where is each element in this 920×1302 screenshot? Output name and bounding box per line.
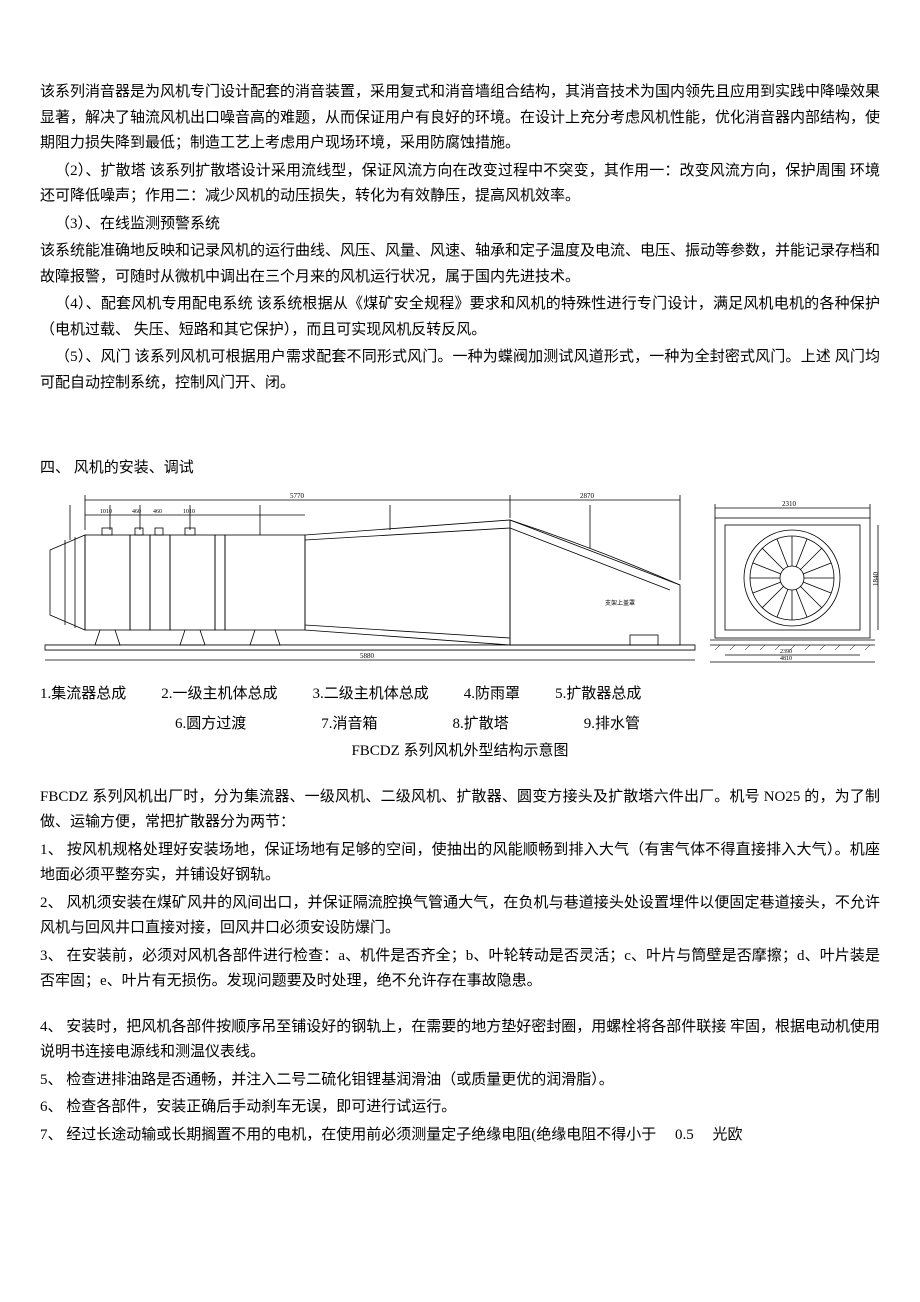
body-para-7: 6、 检查各部件，安装正确后手动刹车无误，即可进行试运行。	[40, 1095, 880, 1121]
body-para-1: FBCDZ 系列风机出厂时，分为集流器、一级风机、二级风机、扩散器、圆变方接头及…	[40, 785, 880, 836]
svg-text:2310: 2310	[782, 500, 797, 508]
legend-item: 5.扩散器总成	[555, 682, 641, 708]
paragraph-3: （3）、在线监测预警系统	[40, 212, 880, 238]
body-para-5: 4、 安装时，把风机各部件按顺序吊至铺设好的钢轨上，在需要的地方垫好密封圈，用螺…	[40, 1015, 880, 1066]
legend-row-1: 1.集流器总成 2.一级主机体总成 3.二级主机体总成 4.防雨罩 5.扩散器总…	[40, 682, 880, 708]
svg-text:1840: 1840	[872, 571, 880, 586]
body-para-2: 1、 按风机规格处理好安装场地，保证场地有足够的空间，使抽出的风能顺畅到排入大气…	[40, 838, 880, 889]
svg-text:4810: 4810	[780, 656, 792, 662]
body-para-6: 5、 检查进排油路是否通畅，并注入二号二硫化钼锂基润滑油（或质量更优的润滑脂）。	[40, 1068, 880, 1094]
legend-item: 1.集流器总成	[40, 682, 126, 708]
paragraph-6: （5）、风门 该系列风机可根据用户需求配套不同形式风门。一种为蝶阀加测试风道形式…	[40, 345, 880, 396]
svg-text:460: 460	[153, 509, 162, 515]
paragraph-2: （2）、扩散塔 该系列扩散塔设计采用流线型，保证风流方向在改变过程中不突变，其作…	[40, 159, 880, 210]
svg-text:5770: 5770	[290, 492, 305, 500]
paragraph-5: （4）、配套风机专用配电系统 该系统根据从《煤矿安全规程》要求和风机的特殊性进行…	[40, 292, 880, 343]
body-para-4: 3、 在安装前，必须对风机各部件进行检查：a、机件是否齐全；b、叶轮转动是否灵活…	[40, 944, 880, 995]
body-para-3: 2、 风机须安装在煤矿风井的风间出口，并保证隔流腔换气管通大气，在负机与巷道接头…	[40, 891, 880, 942]
legend-item: 7.消音箱	[321, 712, 377, 738]
legend-item: 4.防雨罩	[464, 682, 520, 708]
paragraph-1: 该系列消音器是为风机专门设计配套的消音装置，采用复式和消音墙组合结构，其消音技术…	[40, 80, 880, 157]
svg-text:5880: 5880	[360, 652, 375, 660]
body-para-8: 7、 经过长途动输或长期搁置不用的电机，在使用前必须测量定子绝缘电阻(绝缘电阻不…	[40, 1123, 880, 1149]
svg-text:2390: 2390	[780, 649, 792, 655]
legend-row-2: 6.圆方过渡 7.消音箱 8.扩散塔 9.排水管	[175, 712, 880, 738]
paragraph-4: 该系统能准确地反映和记录风机的运行曲线、风压、风量、风速、轴承和定子温度及电流、…	[40, 239, 880, 290]
fan-diagram: 5770 2870 1010 460 460 1010 5880 支架上盖罩	[40, 490, 880, 675]
legend-item: 9.排水管	[584, 712, 640, 738]
legend-item: 6.圆方过渡	[175, 712, 246, 738]
svg-text:2870: 2870	[580, 492, 595, 500]
legend-item: 3.二级主机体总成	[313, 682, 429, 708]
legend-item: 8.扩散塔	[453, 712, 509, 738]
svg-text:支架上盖罩: 支架上盖罩	[605, 599, 635, 607]
fan-schematic-svg: 5770 2870 1010 460 460 1010 5880 支架上盖罩	[40, 490, 880, 665]
legend-item: 2.一级主机体总成	[161, 682, 277, 708]
svg-text:1010: 1010	[183, 509, 195, 515]
section-title: 四、 风机的安装、调试	[40, 456, 880, 482]
diagram-caption: FBCDZ 系列风机外型结构示意图	[40, 739, 880, 765]
